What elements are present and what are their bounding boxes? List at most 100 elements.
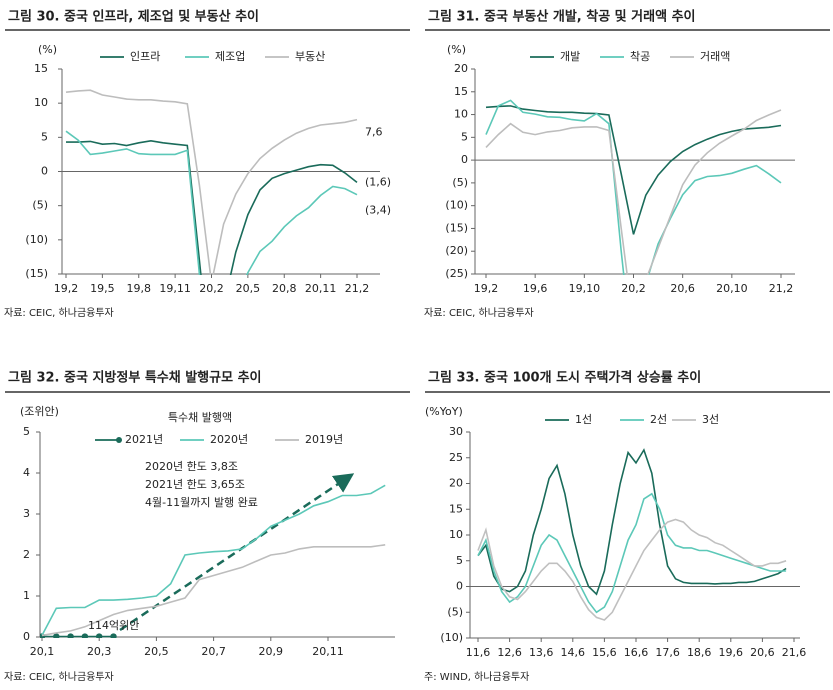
x-tick-label: 21,6: [782, 646, 807, 659]
y-axis-label: (%): [38, 43, 57, 56]
y-tick-label: 5: [23, 425, 30, 438]
series-line: [477, 492, 787, 614]
x-tick-label: 13,6: [529, 646, 554, 659]
legend-label: 2021년: [125, 433, 163, 446]
x-tick-label: 20,10: [716, 282, 748, 295]
x-tick-label: 20,5: [236, 282, 261, 295]
y-tick-label: (20): [445, 244, 468, 257]
legend-label: 2019년: [305, 433, 343, 446]
y-tick-label: 5: [456, 554, 463, 567]
legend-label: 착공: [630, 50, 650, 63]
y-tick-label: (10): [445, 199, 468, 212]
y-axis-label: (%): [447, 43, 466, 56]
legend-label: 2020년: [210, 433, 248, 446]
y-tick-label: 20: [449, 477, 463, 490]
x-tick-label: 20,6: [670, 282, 695, 295]
y-tick-label: 15: [34, 62, 48, 75]
legend-label: 제조업: [215, 50, 245, 63]
x-tick-label: 19,6: [719, 646, 744, 659]
source: 자료: CEIC, 하나금융투자: [4, 670, 114, 683]
plot: [485, 99, 782, 275]
x-tick-label: 19,8: [127, 282, 152, 295]
x-tick-label: 21,2: [345, 282, 370, 295]
x-tick-label: 20,2: [621, 282, 646, 295]
x-tick-label: 20,11: [312, 645, 344, 658]
x-tick-label: 12,6: [497, 646, 522, 659]
x-tick-label: 19,6: [523, 282, 548, 295]
y-tick-label: (15): [445, 221, 468, 234]
annotation: 114억위안: [88, 619, 139, 632]
value-label: (3,4): [365, 204, 391, 217]
y-tick-label: 0: [456, 580, 463, 593]
value-label: (1,6): [365, 175, 391, 188]
y-tick-label: (5): [452, 176, 468, 189]
x-tick-label: 19,5: [90, 282, 115, 295]
x-tick-label: 17,6: [655, 646, 680, 659]
x-tick-label: 11,6: [466, 646, 491, 659]
series-line: [485, 99, 782, 275]
series-line: [477, 518, 787, 621]
source: 자료: CEIC, 하나금융투자: [4, 306, 114, 319]
x-tick-label: 20,11: [305, 282, 337, 295]
data-point: [81, 633, 89, 638]
source: 주: WIND, 하나금융투자: [424, 670, 529, 683]
x-tick-label: 18,6: [687, 646, 712, 659]
legend-label: 개발: [560, 50, 580, 63]
plot: [477, 448, 787, 621]
y-tick-label: 10: [34, 96, 48, 109]
y-tick-label: (10): [25, 233, 48, 246]
source: 자료: CEIC, 하나금융투자: [424, 306, 534, 319]
y-tick-label: 15: [454, 85, 468, 98]
y-tick-label: 20: [454, 62, 468, 75]
x-tick-label: 14,6: [561, 646, 586, 659]
y-tick-label: 10: [454, 108, 468, 121]
series-line: [41, 484, 386, 636]
data-point: [53, 633, 60, 638]
series-line: [485, 105, 782, 235]
annotation: 4월-11월까지 발행 완료: [145, 496, 258, 509]
chart-title: 그림 33. 중국 100개 도시 주택가격 상승률 추이: [428, 370, 701, 386]
legend-title: 특수채 발행액: [168, 411, 232, 424]
series-line: [65, 130, 358, 275]
x-tick-label: 20,7: [201, 645, 226, 658]
plot: [40, 484, 386, 638]
series-line: [41, 544, 386, 637]
x-tick-label: 19,2: [474, 282, 499, 295]
x-tick-label: 20,3: [87, 645, 112, 658]
y-tick-label: 10: [449, 528, 463, 541]
x-tick-label: 20,8: [272, 282, 297, 295]
y-tick-label: (15): [25, 267, 48, 280]
legend-label: 3선: [702, 413, 719, 426]
y-tick-label: 2: [23, 548, 30, 561]
y-axis-label: (%YoY): [425, 405, 463, 418]
trend-arrow: [119, 473, 355, 632]
legend-label: 2선: [650, 413, 667, 426]
y-tick-label: 25: [449, 451, 463, 464]
y-tick-label: (5): [32, 199, 48, 212]
y-tick-label: (5): [447, 605, 463, 618]
y-tick-label: 1: [23, 589, 30, 602]
y-tick-label: 0: [23, 630, 30, 643]
legend-label: 인프라: [130, 50, 160, 63]
y-tick-label: 30: [449, 425, 463, 438]
plot: [65, 89, 358, 275]
x-tick-label: 15,6: [592, 646, 617, 659]
chart-title: 그림 30. 중국 인프라, 제조업 및 부동산 추이: [8, 9, 259, 25]
y-tick-label: 4: [23, 466, 30, 479]
chart-title: 그림 31. 중국 부동산 개발, 착공 및 거래액 추이: [428, 9, 696, 25]
data-point: [110, 633, 117, 638]
x-tick-label: 19,11: [159, 282, 191, 295]
x-tick-label: 20,5: [144, 645, 169, 658]
x-tick-label: 20,9: [259, 645, 284, 658]
legend-label: 1선: [575, 413, 592, 426]
y-tick-label: 5: [41, 130, 48, 143]
y-tick-label: 0: [461, 153, 468, 166]
series-line: [485, 109, 782, 275]
y-tick-label: 0: [41, 165, 48, 178]
legend-label: 부동산: [295, 50, 325, 63]
x-tick-label: 19,10: [569, 282, 601, 295]
x-tick-label: 19,2: [54, 282, 79, 295]
y-tick-label: (25): [445, 267, 468, 280]
y-tick-label: 3: [23, 507, 30, 520]
series-line: [477, 448, 787, 596]
